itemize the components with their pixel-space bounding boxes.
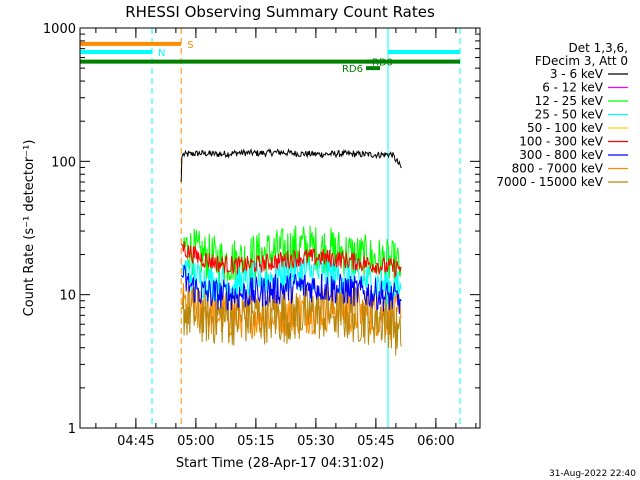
legend-header-line2: FDecim 3, Att 0 [535,54,628,68]
chart-title: RHESSI Observing Summary Count Rates [125,3,435,21]
x-tick-label: 06:00 [417,434,454,449]
legend-label: 50 - 100 keV [527,121,604,135]
legend-label: 100 - 300 keV [519,135,603,149]
legend-label: 3 - 6 keV [550,67,604,81]
series-line [180,225,402,289]
legend-label: 12 - 25 keV [535,94,604,108]
state-bar-label: RD6 [342,64,363,75]
x-tick-label: 05:15 [237,434,274,449]
footer-date: 31-Aug-2022 22:40 [549,469,636,479]
y-tick-label: 1 [68,422,76,437]
y-tick-label: 1000 [43,22,76,37]
x-axis-label: Start Time (28-Apr-17 04:31:02) [176,456,384,471]
state-bar-label: RD0 [372,58,393,69]
x-tick-label: 05:30 [297,434,334,449]
state-bar-label: N [158,48,165,59]
legend-label: 25 - 50 keV [535,108,604,122]
legend-label: 6 - 12 keV [542,81,604,95]
y-tick-label: 100 [51,155,76,170]
legend-label: 300 - 800 keV [519,148,603,162]
series-line [180,241,402,279]
legend-label: 7000 - 15000 keV [496,175,603,189]
x-tick-label: 04:45 [117,434,154,449]
legend-header-line1: Det 1,3,6, [569,41,629,55]
state-bar-label: S [187,40,193,51]
plot-area: S N RD0 RD6 [79,28,461,428]
series-line [180,285,402,356]
x-tick-label: 05:00 [177,434,214,449]
y-tick-label: 10 [59,289,76,304]
plot-frame [79,27,481,429]
legend-label: 800 - 7000 keV [512,162,604,176]
series-line [180,264,402,315]
y-axis-label: Count Rate (s⁻¹ detector⁻¹) [22,140,37,317]
series-line [180,148,402,183]
x-tick-label: 05:45 [357,434,394,449]
